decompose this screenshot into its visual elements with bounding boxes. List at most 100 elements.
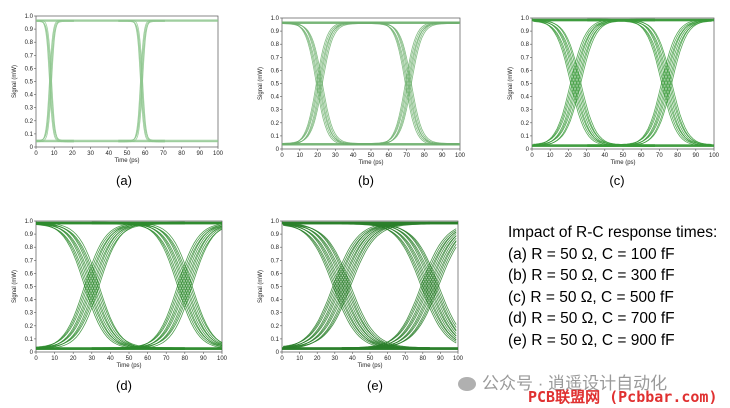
- wechat-icon: [458, 377, 476, 391]
- y-tick-label: 0: [276, 350, 280, 356]
- y-tick-label: 0.5: [25, 285, 34, 291]
- x-tick-label: 20: [565, 153, 572, 159]
- rising-edge-trace: [350, 22, 459, 145]
- x-tick-label: 70: [403, 153, 410, 159]
- y-tick-label: 0.9: [25, 27, 34, 33]
- y-axis-label: Signal (mW): [258, 67, 264, 100]
- legend-title: Impact of R-C response times:: [508, 224, 718, 241]
- x-tick-label: 90: [439, 153, 446, 159]
- x-axis-label: Time (ps): [116, 363, 141, 369]
- x-tick-label: 20: [314, 153, 321, 159]
- y-tick-label: 0.1: [271, 134, 280, 140]
- x-tick-label: 100: [455, 153, 466, 159]
- x-tick-label: 0: [530, 153, 534, 159]
- y-tick-label: 0.3: [25, 311, 34, 317]
- y-tick-label: 0.7: [271, 258, 280, 264]
- legend-item-c: (c) R = 50 Ω, C = 500 fF: [508, 288, 674, 306]
- rising-edge-trace: [350, 23, 459, 144]
- y-tick-label: 0.1: [521, 134, 530, 140]
- rising-edge-trace: [283, 223, 430, 348]
- falling-edge-trace: [283, 224, 430, 349]
- y-tick-label: 0.6: [271, 271, 280, 277]
- x-tick-label: 100: [709, 153, 720, 159]
- falling-edge-trace: [350, 21, 459, 146]
- y-tick-label: 0.1: [25, 337, 34, 343]
- legend-item-a: (a) R = 50 Ω, C = 100 fF: [508, 245, 675, 263]
- y-tick-label: 0.7: [521, 55, 530, 61]
- x-tick-label: 100: [213, 151, 224, 157]
- x-tick-label: 30: [583, 153, 590, 159]
- falling-edge-trace: [36, 19, 74, 143]
- y-tick-label: 0: [30, 350, 34, 356]
- x-tick-label: 40: [107, 356, 114, 362]
- x-tick-label: 70: [656, 153, 663, 159]
- x-tick-label: 80: [421, 153, 428, 159]
- y-tick-label: 0.9: [521, 29, 530, 35]
- y-tick-label: 0.3: [25, 106, 34, 112]
- y-tick-label: 0: [526, 147, 530, 153]
- rising-edge-trace: [350, 21, 459, 146]
- x-tick-label: 10: [296, 153, 303, 159]
- x-tick-label: 60: [384, 356, 391, 362]
- legend-item-b: (b) R = 50 Ω, C = 300 fF: [508, 267, 675, 284]
- y-tick-label: 0.2: [521, 121, 530, 127]
- y-tick-label: 1.0: [25, 14, 34, 20]
- x-tick-label: 10: [51, 356, 58, 362]
- watermark-source: PCB联盟网 (Pcbbar.com): [528, 388, 718, 406]
- x-tick-label: 10: [296, 356, 303, 362]
- falling-edge-trace: [350, 22, 459, 145]
- eye-diagram-a: 0 0.1 0.2 0.3 0.4 0.5 0.6 0.7 0.8 0.9 1.0 0 10 20 30 40…: [12, 14, 224, 164]
- x-axis-label: Time (ps): [610, 160, 635, 166]
- panel-label-c: (c): [609, 173, 625, 188]
- rising-edge-trace: [282, 21, 378, 146]
- x-tick-label: 0: [34, 151, 38, 157]
- legend-item-e: (e) R = 50 Ω, C = 900 fF: [508, 331, 675, 349]
- falling-edge-trace: [36, 21, 74, 141]
- rising-edge-trace: [533, 20, 655, 145]
- falling-edge-trace: [350, 23, 459, 144]
- x-tick-label: 60: [638, 153, 645, 159]
- y-tick-label: 0.2: [25, 119, 34, 125]
- rising-edge-trace: [36, 20, 74, 142]
- eye-diagram-d: 0 0.1 0.2 0.3 0.4 0.5 0.6 0.7 0.8 0.9 1.0 0 10 20 30 40…: [12, 219, 228, 369]
- x-axis-label: Time (ps): [357, 363, 382, 369]
- y-tick-label: 1.0: [25, 219, 34, 225]
- x-tick-label: 60: [385, 153, 392, 159]
- y-tick-label: 0.2: [271, 324, 280, 330]
- y-tick-label: 0.3: [521, 108, 530, 114]
- eye-diagram-c: 0 0.1 0.2 0.3 0.4 0.5 0.6 0.7 0.8 0.9 1.0 0 10 20 30 40…: [508, 16, 720, 166]
- x-axis-label: Time (ps): [358, 160, 383, 166]
- rising-edge-trace: [533, 20, 655, 145]
- y-axis-label: Signal (mW): [508, 67, 514, 100]
- x-tick-label: 30: [87, 151, 94, 157]
- y-tick-label: 0.3: [271, 311, 280, 317]
- x-tick-label: 80: [674, 153, 681, 159]
- rising-edge-trace: [350, 23, 459, 144]
- y-tick-label: 0.8: [25, 40, 34, 46]
- legend-item-d: (d) R = 50 Ω, C = 700 fF: [508, 310, 675, 327]
- plot-frame: [281, 17, 461, 150]
- y-axis-label: Signal (mW): [258, 270, 264, 303]
- y-tick-label: 0: [276, 147, 280, 153]
- y-tick-label: 0.7: [25, 53, 34, 59]
- x-tick-label: 70: [402, 356, 409, 362]
- y-tick-label: 0.5: [271, 285, 280, 291]
- x-tick-label: 90: [196, 151, 203, 157]
- rc-legend: Impact of R-C response times: (a) R = 50…: [508, 222, 730, 351]
- eye-traces: [282, 221, 458, 350]
- y-axis-label: Signal (mW): [12, 270, 18, 303]
- falling-edge-trace: [533, 19, 655, 146]
- y-tick-label: 0.2: [25, 324, 34, 330]
- panel-label-a: (a): [116, 173, 132, 188]
- x-tick-label: 50: [620, 153, 627, 159]
- x-tick-label: 90: [692, 153, 699, 159]
- plot-frame: [35, 220, 223, 353]
- y-tick-label: 1.0: [271, 219, 280, 225]
- rising-edge-trace: [587, 20, 712, 146]
- rising-edge-trace: [36, 19, 74, 143]
- falling-edge-trace: [118, 21, 165, 141]
- eye-traces: [282, 21, 460, 146]
- y-tick-label: 0.5: [25, 80, 34, 86]
- x-tick-label: 30: [332, 153, 339, 159]
- y-tick-label: 0.6: [271, 68, 280, 74]
